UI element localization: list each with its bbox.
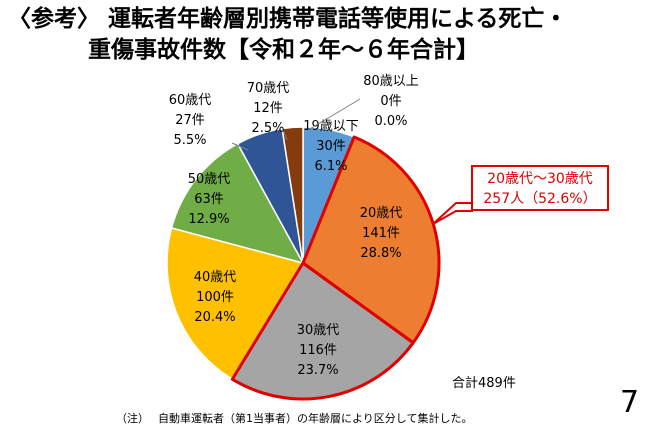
callout-pointer — [432, 202, 473, 225]
pie-slice-4 — [166, 227, 305, 381]
category-label-slice-2: 20歳代 — [360, 206, 403, 221]
value-label-slice-3: 116件 — [299, 343, 337, 358]
category-label-slice-8: 80歳以上 — [363, 74, 419, 89]
percent-label-slice-3: 23.7% — [297, 363, 338, 378]
value-label-slice-8: 0件 — [380, 94, 401, 109]
pie-slice-7 — [281, 126, 304, 264]
percent-label-slice-7: 2.5% — [251, 121, 284, 136]
value-label-slice-2: 141件 — [362, 226, 400, 241]
percent-label-slice-5: 12.9% — [188, 212, 229, 227]
page-title: 〈参考〉 運転者年齢層別携帯電話等使用による死亡・ 重傷事故件数【令和２年～６年… — [8, 4, 648, 66]
percent-label-slice-2: 28.8% — [360, 246, 401, 261]
category-label-slice-3: 30歳代 — [297, 323, 340, 338]
leader-line-slice-8 — [307, 98, 361, 131]
callout-line-1: 20歳代～30歳代 — [487, 171, 593, 187]
pie-slice-5 — [170, 142, 305, 265]
leader-line-slice-6 — [231, 142, 249, 151]
value-label-slice-7: 12件 — [253, 101, 283, 116]
total-label: 合計489件 — [452, 376, 516, 391]
leader-line-slice-7 — [282, 129, 288, 141]
value-label-slice-5: 63件 — [194, 192, 224, 207]
callout-line-2: 257人（52.6%） — [483, 191, 597, 207]
percent-label-slice-1: 6.1% — [314, 159, 347, 174]
percent-label-slice-4: 20.4% — [194, 310, 235, 325]
callout-box: 20歳代～30歳代 257人（52.6%） — [471, 165, 609, 211]
percent-label-slice-6: 5.5% — [173, 133, 206, 148]
page-number: 7 — [620, 385, 640, 420]
value-label-slice-6: 27件 — [175, 113, 205, 128]
category-label-slice-5: 50歳代 — [188, 172, 231, 187]
footnote: （注） 自動車運転者（第1当事者）の年齢層により区分して集計した。 — [116, 412, 473, 425]
highlight-outline-slice-3 — [230, 261, 415, 401]
title-line-1: 〈参考〉 運転者年齢層別携帯電話等使用による死亡・ — [8, 6, 568, 32]
category-label-slice-4: 40歳代 — [194, 270, 237, 285]
title-line-2: 重傷事故件数【令和２年～６年合計】 — [88, 37, 479, 63]
value-label-slice-4: 100件 — [196, 290, 234, 305]
category-label-slice-6: 60歳代 — [169, 93, 212, 108]
percent-label-slice-8: 0.0% — [374, 114, 407, 129]
value-label-slice-1: 30件 — [316, 139, 346, 154]
category-label-slice-1: 19歳以下 — [303, 119, 359, 134]
highlight-outline-slice-2 — [301, 135, 441, 345]
category-label-slice-7: 70歳代 — [247, 81, 290, 96]
